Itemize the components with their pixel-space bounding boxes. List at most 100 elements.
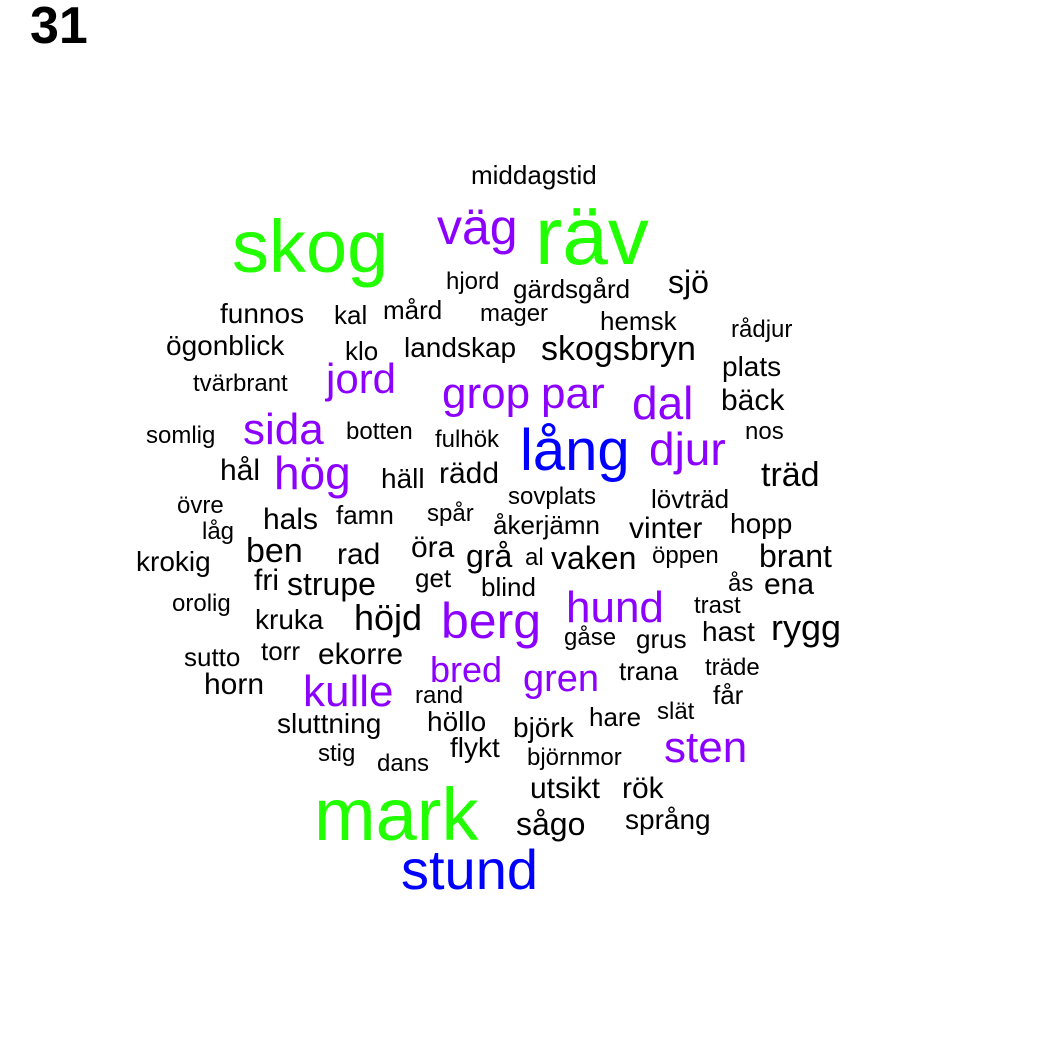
- cloud-word: sågo: [516, 806, 586, 842]
- cloud-word: landskap: [404, 332, 517, 363]
- cloud-word: orolig: [172, 590, 231, 617]
- cloud-word: hjord: [446, 268, 500, 295]
- cloud-word: rök: [622, 772, 664, 805]
- cloud-word: sluttning: [277, 708, 382, 739]
- cloud-word: träd: [761, 456, 820, 494]
- cloud-word: grop: [442, 369, 531, 418]
- cloud-word: fulhök: [435, 426, 500, 453]
- cloud-word: trana: [619, 656, 679, 686]
- cloud-word: kruka: [255, 604, 324, 635]
- cloud-word: lövträd: [651, 484, 730, 514]
- cloud-word: skogsbryn: [541, 330, 696, 368]
- cloud-word: skog: [232, 205, 389, 288]
- cloud-word: bäck: [721, 384, 785, 417]
- cloud-word: sjö: [668, 264, 709, 300]
- cloud-word: dans: [377, 750, 430, 777]
- cloud-word: ås: [728, 570, 754, 597]
- cloud-word: flykt: [450, 732, 500, 763]
- cloud-word: höllo: [427, 706, 487, 737]
- cloud-word: ena: [764, 568, 815, 601]
- cloud-word: spår: [427, 500, 474, 527]
- cloud-word: ben: [246, 532, 303, 570]
- cloud-word: får: [713, 680, 744, 710]
- cloud-word: hast: [702, 616, 755, 647]
- cloud-word: träde: [705, 654, 760, 681]
- cloud-word: lång: [520, 418, 630, 483]
- cloud-word: hål: [220, 454, 261, 487]
- cloud-word: hals: [263, 503, 319, 536]
- cloud-word: räv: [535, 191, 649, 282]
- cloud-word: funnos: [220, 298, 305, 329]
- cloud-word: mark: [314, 773, 479, 856]
- cloud-word: hund: [566, 583, 664, 632]
- cloud-word: öppen: [652, 542, 719, 569]
- cloud-word: botten: [346, 418, 413, 445]
- cloud-word: somlig: [146, 422, 216, 449]
- cloud-word: get: [415, 563, 452, 593]
- cloud-word: björnmor: [527, 744, 622, 771]
- cloud-word: par: [541, 369, 605, 418]
- cloud-word: öra: [411, 531, 455, 564]
- cloud-word: hopp: [730, 508, 793, 539]
- cloud-word: övre: [177, 492, 224, 519]
- cloud-word: väg: [437, 199, 518, 255]
- cloud-word: hög: [274, 447, 351, 499]
- cloud-word: stig: [318, 740, 356, 767]
- cloud-word: rad: [337, 538, 381, 571]
- cloud-word: al: [525, 544, 544, 571]
- cloud-word: plats: [722, 351, 782, 382]
- cloud-word: vaken: [551, 540, 637, 576]
- cloud-word: språng: [625, 804, 711, 835]
- cloud-word: sida: [243, 405, 324, 454]
- cloud-word: klo: [345, 336, 379, 366]
- cloud-word: middagstid: [471, 160, 597, 190]
- cloud-word: grå: [466, 538, 513, 574]
- cloud-word: strupe: [287, 566, 376, 602]
- cloud-word: kal: [334, 300, 368, 330]
- cloud-word: mård: [383, 295, 443, 325]
- cloud-word: gren: [523, 658, 600, 700]
- cloud-word: famn: [336, 500, 394, 530]
- cloud-word: blind: [481, 572, 536, 602]
- cloud-word: torr: [261, 636, 300, 666]
- cloud-word: rådjur: [731, 316, 793, 343]
- cloud-word: horn: [204, 668, 265, 701]
- cloud-word: bred: [430, 649, 503, 690]
- cloud-word: berg: [441, 593, 542, 649]
- cloud-word: sutto: [184, 642, 241, 672]
- cloud-word: trast: [694, 592, 741, 619]
- cloud-word: ekorre: [318, 638, 404, 671]
- cloud-word: gärdsgård: [513, 274, 631, 304]
- cloud-word: kulle: [303, 667, 394, 716]
- cloud-word: rand: [415, 682, 464, 709]
- cloud-word: björk: [513, 712, 574, 743]
- cloud-word: nos: [745, 418, 784, 445]
- cloud-word: slät: [657, 698, 695, 725]
- cloud-word: rygg: [771, 607, 842, 648]
- cloud-word: krokig: [136, 546, 211, 577]
- cloud-word: ögonblick: [166, 330, 285, 361]
- cloud-word: stund: [401, 838, 538, 901]
- cloud-word: djur: [649, 423, 726, 475]
- cloud-word: hare: [589, 702, 642, 732]
- cloud-word: häll: [381, 463, 425, 494]
- cloud-word: dal: [632, 377, 694, 429]
- cloud-word: vinter: [629, 512, 703, 545]
- cloud-word: åkerjämn: [493, 510, 600, 540]
- cloud-word: mager: [480, 300, 549, 327]
- cloud-word: sovplats: [508, 483, 597, 510]
- cloud-word: låg: [202, 518, 235, 545]
- cloud-word: höjd: [354, 597, 423, 638]
- cloud-word: tvärbrant: [193, 370, 288, 397]
- cloud-word: utsikt: [530, 772, 601, 805]
- cloud-word: sten: [664, 723, 748, 772]
- panel-label: 31: [30, 0, 88, 55]
- cloud-word: jord: [326, 355, 397, 402]
- cloud-word: hemsk: [600, 306, 677, 336]
- cloud-word: gåse: [564, 624, 617, 651]
- cloud-word: rädd: [439, 457, 500, 490]
- cloud-word: grus: [636, 624, 687, 654]
- cloud-word: fri: [254, 564, 279, 597]
